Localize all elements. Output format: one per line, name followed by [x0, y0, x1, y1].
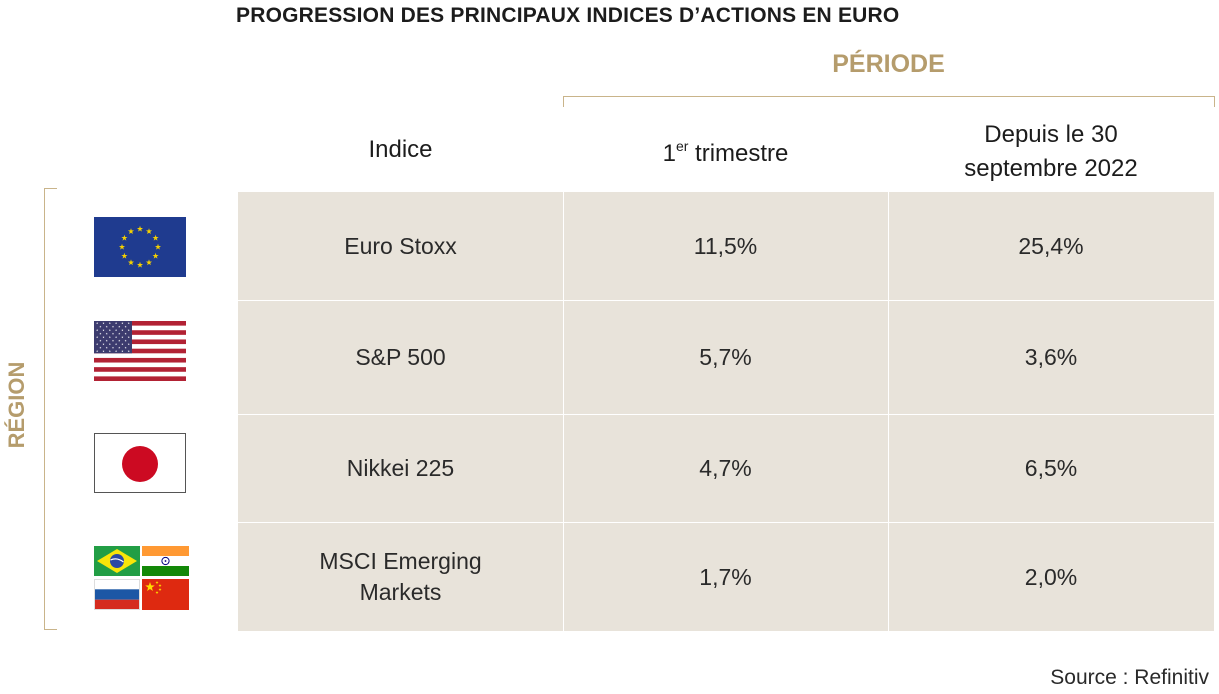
- header-q1: 1er trimestre: [563, 110, 888, 190]
- brazil-flag-icon: [94, 546, 140, 576]
- russia-flag-icon: [94, 579, 140, 610]
- table-cell-indice-text: MSCI Emerging Markets: [319, 548, 482, 605]
- table-cell-since: 6,5%: [1024, 455, 1078, 481]
- header-indice: Indice: [238, 110, 563, 190]
- india-flag-icon: [142, 546, 189, 576]
- page-title: PROGRESSION DES PRINCIPAUX INDICES D’ACT…: [236, 4, 900, 27]
- table-cell-indice: S&P 500: [355, 344, 446, 370]
- header-q1-text: 1er trimestre: [662, 138, 789, 167]
- table-body: [238, 192, 1214, 631]
- header-since-text: Depuis le 30 septembre 2022: [964, 121, 1138, 182]
- us-flag-icon: [94, 321, 186, 381]
- table-cell-indice: MSCI Emerging Markets: [238, 523, 563, 631]
- table-cell-q1: 5,7%: [699, 344, 752, 370]
- table-cell-since: 3,6%: [1024, 344, 1078, 370]
- table-cell-since: 25,4%: [1018, 232, 1084, 259]
- table-cell-q1: 11,5%: [693, 232, 758, 259]
- table-cell-q1: 4,7%: [699, 455, 752, 481]
- row-divider: [238, 300, 1214, 301]
- header-indice-text: Indice: [368, 136, 433, 163]
- table-cell-q1: 1,7%: [699, 563, 752, 590]
- eu-flag-icon: [94, 217, 186, 277]
- region-bracket: [44, 188, 57, 630]
- china-flag-icon: [142, 579, 189, 610]
- source-note: Source : Refinitiv: [1050, 666, 1209, 689]
- row-divider: [238, 414, 1214, 415]
- table-cell-since: 2,0%: [1024, 563, 1078, 590]
- periode-label: PÉRIODE: [832, 50, 945, 78]
- column-divider: [563, 192, 564, 631]
- column-divider: [888, 192, 889, 631]
- table-cell-indice: Euro Stoxx: [344, 232, 457, 259]
- region-label: RÉGION: [4, 361, 29, 449]
- table-cell-indice: Nikkei 225: [346, 455, 455, 481]
- row-divider: [238, 522, 1214, 523]
- periode-bracket: [563, 96, 1215, 107]
- japan-flag-icon: [94, 433, 186, 493]
- header-since: Depuis le 30 septembre 2022: [888, 112, 1214, 192]
